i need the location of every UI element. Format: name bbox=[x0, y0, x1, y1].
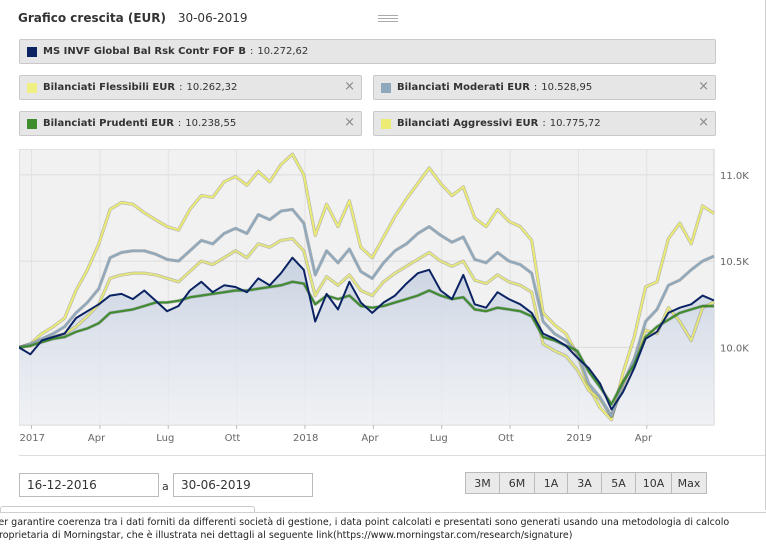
range-button-1a[interactable]: 1A bbox=[535, 472, 568, 494]
legend-item-aggressivi: Bilanciati Aggressivi EUR : 10.775,72 × bbox=[373, 111, 716, 136]
close-icon[interactable]: × bbox=[698, 79, 709, 94]
range-button-5a[interactable]: 5A bbox=[602, 472, 636, 494]
x-tick-label: 2017 bbox=[20, 433, 45, 444]
legend-swatch bbox=[27, 118, 37, 129]
legend-value: 10.528,95 bbox=[541, 82, 593, 93]
range-button-max[interactable]: Max bbox=[672, 472, 707, 494]
series-area-fund bbox=[19, 257, 714, 425]
legend-item-fund: MS INVF Global Bal Rsk Contr FOF B : 10.… bbox=[19, 39, 716, 64]
x-tick-label: Apr bbox=[635, 433, 653, 444]
legend-label: Bilanciati Flessibili EUR bbox=[43, 82, 176, 93]
chart-separator bbox=[19, 455, 765, 456]
legend-label: MS INVF Global Bal Rsk Contr FOF B bbox=[43, 46, 246, 57]
disclaimer-text: Per garantire coerenza tra i dati fornit… bbox=[0, 512, 766, 549]
legend-item-flessibili: Bilanciati Flessibili EUR : 10.262,32 × bbox=[19, 75, 362, 100]
growth-chart-svg: 10.0K 10.5K 11.0K 2017 Apr Lug Ott 2018 Apr Lug O… bbox=[18, 148, 749, 444]
legend-label: Bilanciati Aggressivi EUR bbox=[397, 118, 539, 129]
date-to-input[interactable] bbox=[173, 473, 313, 497]
date-range-separator: a bbox=[162, 480, 169, 493]
x-tick-label: 2019 bbox=[566, 433, 591, 444]
legend-separator: : bbox=[177, 118, 182, 129]
legend-separator: : bbox=[542, 118, 546, 129]
x-tick-label: Apr bbox=[88, 433, 106, 444]
legend-swatch bbox=[27, 46, 37, 57]
growth-chart[interactable]: 10.0K 10.5K 11.0K 2017 Apr Lug Ott 2018 Apr Lug O… bbox=[18, 148, 765, 451]
x-tick-label: Lug bbox=[156, 433, 174, 444]
legend-label: Bilanciati Moderati EUR bbox=[397, 82, 530, 93]
chart-header: Grafico crescita (EUR) 30-06-2019 bbox=[18, 11, 248, 25]
y-tick-label: 11.0K bbox=[720, 171, 749, 182]
legend-value: 10.238,55 bbox=[185, 118, 237, 129]
legend-value: 10.272,62 bbox=[257, 46, 309, 57]
x-tick-label: 2018 bbox=[293, 433, 318, 444]
chart-title: Grafico crescita (EUR) bbox=[18, 11, 166, 25]
y-tick-label: 10.0K bbox=[720, 343, 749, 354]
legend-swatch bbox=[27, 82, 37, 93]
range-button-3a[interactable]: 3A bbox=[568, 472, 602, 494]
footer-tab bbox=[0, 506, 255, 514]
legend-swatch bbox=[381, 118, 391, 129]
legend-separator: : bbox=[179, 82, 183, 93]
legend-separator: : bbox=[249, 46, 254, 57]
close-icon[interactable]: × bbox=[344, 115, 355, 130]
date-from-input[interactable] bbox=[19, 473, 159, 497]
disclaimer-line-2: proprietaria di Morningstar, che è illus… bbox=[0, 529, 573, 541]
legend-value: 10.262,32 bbox=[186, 82, 238, 93]
range-button-3m[interactable]: 3M bbox=[465, 472, 500, 494]
series-line-bilanciati-aggressivi-eur bbox=[18, 153, 715, 421]
x-tick-label: Lug bbox=[430, 433, 448, 444]
x-tick-label: Ott bbox=[498, 433, 514, 444]
legend-item-moderati: Bilanciati Moderati EUR : 10.528,95 × bbox=[373, 75, 716, 100]
legend-separator: : bbox=[533, 82, 538, 93]
series-line-bilanciati-flessibili-eur bbox=[18, 237, 715, 418]
chart-date: 30-06-2019 bbox=[177, 11, 248, 25]
disclaimer-line-1: Per garantire coerenza tra i dati fornit… bbox=[0, 517, 730, 528]
legend-item-prudenti: Bilanciati Prudenti EUR : 10.238,55 × bbox=[19, 111, 362, 136]
legend-swatch bbox=[381, 82, 391, 93]
x-tick-label: Apr bbox=[361, 433, 379, 444]
series-line-bilanciati-moderati-eur bbox=[18, 208, 715, 418]
range-button-group: 3M 6M 1A 3A 5A 10A Max bbox=[465, 472, 707, 494]
legend-value: 10.775,72 bbox=[549, 118, 601, 129]
drag-handle-icon[interactable] bbox=[378, 15, 398, 22]
close-icon[interactable]: × bbox=[344, 79, 355, 94]
close-icon[interactable]: × bbox=[698, 115, 709, 130]
series-line-ms-invf-global-bal-rsk-contr-fof-b bbox=[18, 256, 715, 411]
x-tick-label: Ott bbox=[225, 433, 241, 444]
y-tick-label: 10.5K bbox=[720, 257, 749, 268]
range-button-10a[interactable]: 10A bbox=[636, 472, 672, 494]
legend-label: Bilanciati Prudenti EUR bbox=[43, 118, 174, 129]
range-button-6m[interactable]: 6M bbox=[500, 472, 535, 494]
